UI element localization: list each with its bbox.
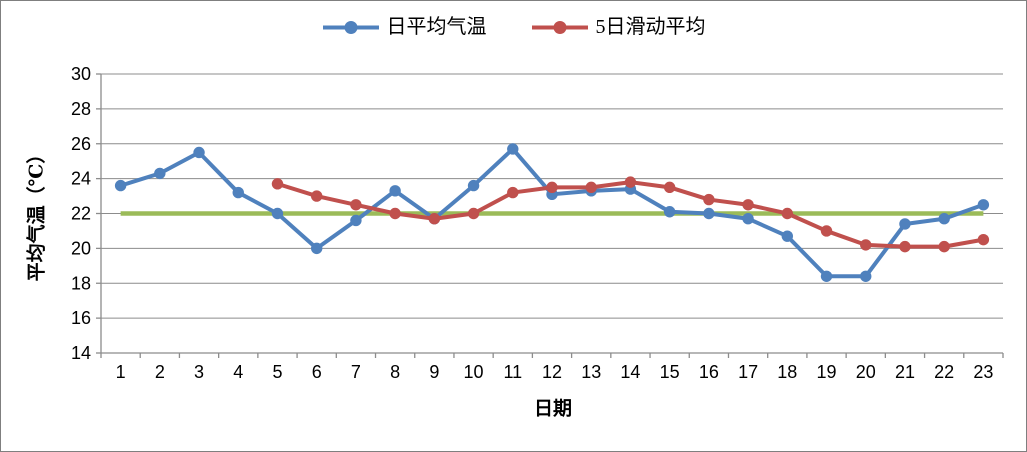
x-tick-label: 12 xyxy=(542,362,562,382)
data-point-marker xyxy=(781,207,794,220)
data-point-marker xyxy=(585,181,597,194)
x-tick-labels: 1 2 3 4 5 6 7 8 9 10 11 12 13 14 15 16 17 18 19 20 21 22 23 xyxy=(116,362,994,382)
data-point-marker xyxy=(507,143,519,155)
data-point-marker xyxy=(350,214,362,227)
x-tick-label: 9 xyxy=(429,362,439,382)
data-point-marker xyxy=(467,207,480,220)
series-moving-avg xyxy=(271,176,990,253)
x-tick-label: 7 xyxy=(351,362,361,382)
data-point-marker xyxy=(114,179,127,192)
legend-item-moving-avg: 5日滑动平均 xyxy=(531,17,706,37)
x-tick-label: 19 xyxy=(817,362,837,382)
data-point-marker xyxy=(310,190,323,202)
x-tick-label: 15 xyxy=(660,362,680,382)
y-tick-label: 28 xyxy=(71,99,91,119)
data-point-marker xyxy=(428,213,441,225)
legend-marker-daily-avg-icon xyxy=(322,20,379,34)
x-tick-label: 6 xyxy=(312,362,322,382)
data-point-marker xyxy=(938,240,950,253)
y-tick-labels: 14 16 18 20 22 24 26 28 30 xyxy=(71,64,91,363)
x-tick-label: 3 xyxy=(194,362,204,382)
x-axis-title: 日期 xyxy=(533,398,573,420)
y-tick-label: 16 xyxy=(71,308,91,328)
y-tick-label: 14 xyxy=(71,343,91,363)
data-point-marker xyxy=(703,207,715,220)
x-tick-label: 16 xyxy=(699,362,719,382)
x-tick-label: 11 xyxy=(503,362,522,382)
x-tick-label: 20 xyxy=(856,362,876,382)
legend-marker-moving-avg-icon xyxy=(531,20,588,34)
x-tick-label: 22 xyxy=(934,362,954,382)
data-point-marker xyxy=(271,178,284,190)
x-tick-label: 2 xyxy=(155,362,165,382)
x-tick-label: 8 xyxy=(390,362,400,382)
legend: 日平均气温 5日滑动平均 xyxy=(1,17,1026,37)
data-point-marker xyxy=(389,185,401,197)
data-point-marker xyxy=(310,242,323,255)
data-point-marker xyxy=(467,179,480,192)
x-tick-label: 1 xyxy=(116,362,126,382)
data-point-marker xyxy=(820,270,833,282)
y-axis-title: 平均气温（℃） xyxy=(26,144,48,282)
x-tick-label: 14 xyxy=(620,362,640,382)
data-point-marker xyxy=(663,206,676,218)
x-tick-label: 18 xyxy=(777,362,797,382)
data-point-marker xyxy=(663,181,676,194)
x-tick-label: 17 xyxy=(738,362,758,382)
data-point-marker xyxy=(977,233,990,246)
data-point-marker xyxy=(507,186,519,199)
data-point-marker xyxy=(389,207,401,220)
data-point-marker xyxy=(193,146,205,159)
data-point-marker xyxy=(820,225,833,237)
series-daily-avg xyxy=(114,143,990,282)
x-tick-label: 10 xyxy=(464,362,484,382)
data-point-marker xyxy=(899,240,911,253)
data-point-marker xyxy=(742,199,754,211)
data-point-marker xyxy=(742,213,754,225)
legend-label-moving-avg: 5日滑动平均 xyxy=(595,16,706,38)
data-point-marker xyxy=(860,239,872,251)
y-tick-label: 26 xyxy=(71,134,91,154)
data-point-marker xyxy=(781,230,794,242)
data-point-marker xyxy=(860,270,872,282)
legend-item-daily-avg: 日平均气温 xyxy=(322,17,487,37)
x-tick-label: 23 xyxy=(973,362,993,382)
y-tick-label: 22 xyxy=(71,204,91,224)
data-point-marker xyxy=(938,213,950,225)
x-tick-label: 4 xyxy=(233,362,243,382)
x-tick-label: 13 xyxy=(581,362,601,382)
data-point-marker xyxy=(546,181,558,194)
data-point-marker xyxy=(899,218,911,230)
y-tick-label: 30 xyxy=(71,64,91,84)
x-tick-label: 21 xyxy=(895,362,915,382)
data-point-marker xyxy=(154,167,166,180)
data-point-marker xyxy=(624,176,637,188)
y-tick-label: 18 xyxy=(71,273,91,293)
legend-label-daily-avg: 日平均气温 xyxy=(386,16,487,38)
data-point-marker xyxy=(350,199,362,211)
data-point-marker xyxy=(977,199,990,211)
data-point-marker xyxy=(271,207,284,220)
x-tick-label: 5 xyxy=(272,362,282,382)
data-point-marker xyxy=(232,186,244,199)
y-tick-label: 24 xyxy=(71,169,91,189)
y-tick-label: 20 xyxy=(71,238,91,258)
axes xyxy=(96,73,1004,358)
data-point-marker xyxy=(703,193,715,206)
